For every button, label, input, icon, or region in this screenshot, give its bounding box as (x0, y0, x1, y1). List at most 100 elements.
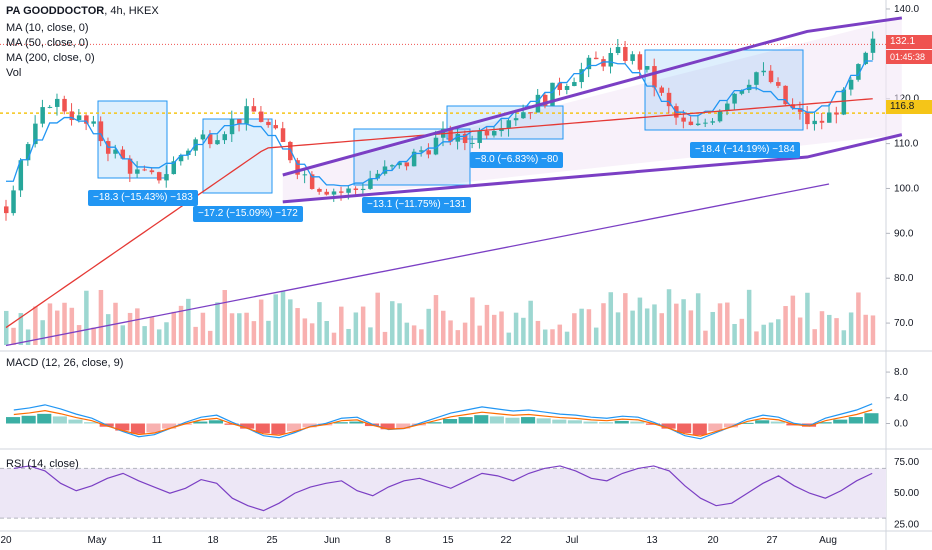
candle-body (579, 69, 584, 83)
volume-bar (91, 327, 96, 345)
candle-body (360, 188, 366, 190)
range-annotation-1[interactable]: −18.3 (−15.43%) −183 (88, 190, 198, 206)
legend-vol[interactable]: Vol (6, 67, 22, 79)
candle-body (54, 98, 60, 107)
macd-histogram-bar (349, 421, 364, 424)
volume-bar (397, 303, 402, 345)
legend-ma200[interactable]: MA (200, close, 0) (6, 52, 95, 64)
volume-bar (637, 297, 643, 345)
legend-ma50[interactable]: MA (50, close, 0) (6, 37, 89, 49)
candle-body (739, 90, 745, 94)
candle-body (215, 140, 220, 145)
volume-bar (215, 302, 220, 345)
candle-body (586, 57, 592, 70)
candle-body (25, 144, 31, 161)
volume-bar (193, 326, 198, 345)
volume-bar (156, 329, 162, 345)
candle-body (761, 70, 766, 73)
candle-body (222, 134, 227, 141)
candle-body (732, 93, 737, 104)
candle-body (258, 111, 264, 122)
candle-body (266, 121, 271, 126)
candle-body (390, 165, 395, 167)
volume-bar (652, 304, 657, 345)
candle-body (550, 82, 555, 106)
candle-body (630, 54, 635, 61)
price-tick-label: 70.0 (894, 318, 914, 329)
macd-histogram-bar (833, 419, 848, 424)
last-price-tag: 132.1 (886, 35, 932, 49)
time-tick-label: May (88, 535, 107, 546)
volume-bar (207, 330, 213, 345)
candle-body (754, 72, 759, 85)
candle-body (251, 106, 257, 112)
candle-body (827, 112, 832, 123)
volume-bar (725, 302, 730, 345)
macd-histogram-bar (521, 417, 536, 424)
volume-bar (280, 291, 286, 345)
volume-bar (404, 322, 410, 345)
volume-bar (710, 311, 715, 345)
volume-bar (54, 310, 60, 345)
volume-bar (346, 328, 351, 345)
volume-bar (390, 301, 395, 345)
time-tick-label: Jul (566, 535, 579, 546)
macd-tick-label: 4.0 (894, 393, 908, 404)
macd-histogram-bar (84, 422, 99, 424)
candle-body (659, 87, 664, 93)
volume-bar (674, 303, 679, 345)
volume-bar (84, 290, 89, 345)
ma50-line (5, 98, 873, 329)
macd-histogram-bar (739, 422, 754, 424)
range-annotation-3[interactable]: −13.1 (−11.75%) −131 (362, 197, 472, 213)
volume-bar (339, 306, 344, 345)
price-tick-label: 110.0 (894, 139, 919, 150)
time-tick-label: 22 (500, 535, 512, 546)
candle-body (615, 47, 621, 54)
volume-bar (659, 313, 664, 345)
volume-bar (295, 308, 300, 345)
candle-body (768, 70, 774, 83)
candle-body (783, 85, 788, 105)
volume-bar (601, 303, 606, 345)
range-annotation-2[interactable]: −17.2 (−15.09%) −172 (193, 206, 303, 222)
candle-body (113, 149, 118, 154)
volume-bar (768, 322, 774, 345)
candle-body (346, 188, 351, 193)
candle-body (797, 108, 803, 112)
ma10-line (6, 60, 873, 187)
volume-bar (375, 292, 380, 345)
candle-body (186, 150, 191, 156)
candle-body (244, 106, 249, 124)
macd-histogram-bar (505, 417, 520, 424)
range-annotation-4[interactable]: −8.0 (−6.83%) −80 (470, 152, 564, 168)
volume-bar (819, 311, 825, 345)
volume-bar (462, 322, 468, 345)
legend-ma10[interactable]: MA (10, close, 0) (6, 22, 89, 34)
macd-label[interactable]: MACD (12, 26, close, 9) (6, 357, 124, 369)
candle-body (309, 174, 315, 189)
rsi-band (0, 468, 886, 519)
candle-body (62, 98, 67, 112)
macd-histogram-bar (302, 423, 317, 428)
range-box (644, 49, 804, 131)
rsi-line (13, 465, 873, 512)
volume-bar (258, 299, 264, 345)
range-annotation-5[interactable]: −18.4 (−14.19%) −184 (690, 142, 800, 158)
macd-histogram-bar (115, 423, 130, 431)
candle-body (455, 133, 461, 142)
volume-bar (266, 320, 271, 345)
volume-bar (419, 329, 424, 345)
volume-bar (797, 317, 803, 345)
candle-body (11, 190, 16, 214)
macd-histogram-bar (333, 422, 348, 424)
macd-histogram-bar (130, 423, 145, 434)
time-tick-label: 27 (766, 535, 778, 546)
price-tick-label: 90.0 (894, 228, 914, 239)
candle-body (18, 160, 24, 191)
time-tick-label: 18 (207, 535, 219, 546)
rsi-label[interactable]: RSI (14, close) (6, 458, 79, 470)
macd-histogram-bar (817, 422, 832, 424)
candle-body (484, 130, 490, 136)
volume-bar (273, 294, 278, 345)
